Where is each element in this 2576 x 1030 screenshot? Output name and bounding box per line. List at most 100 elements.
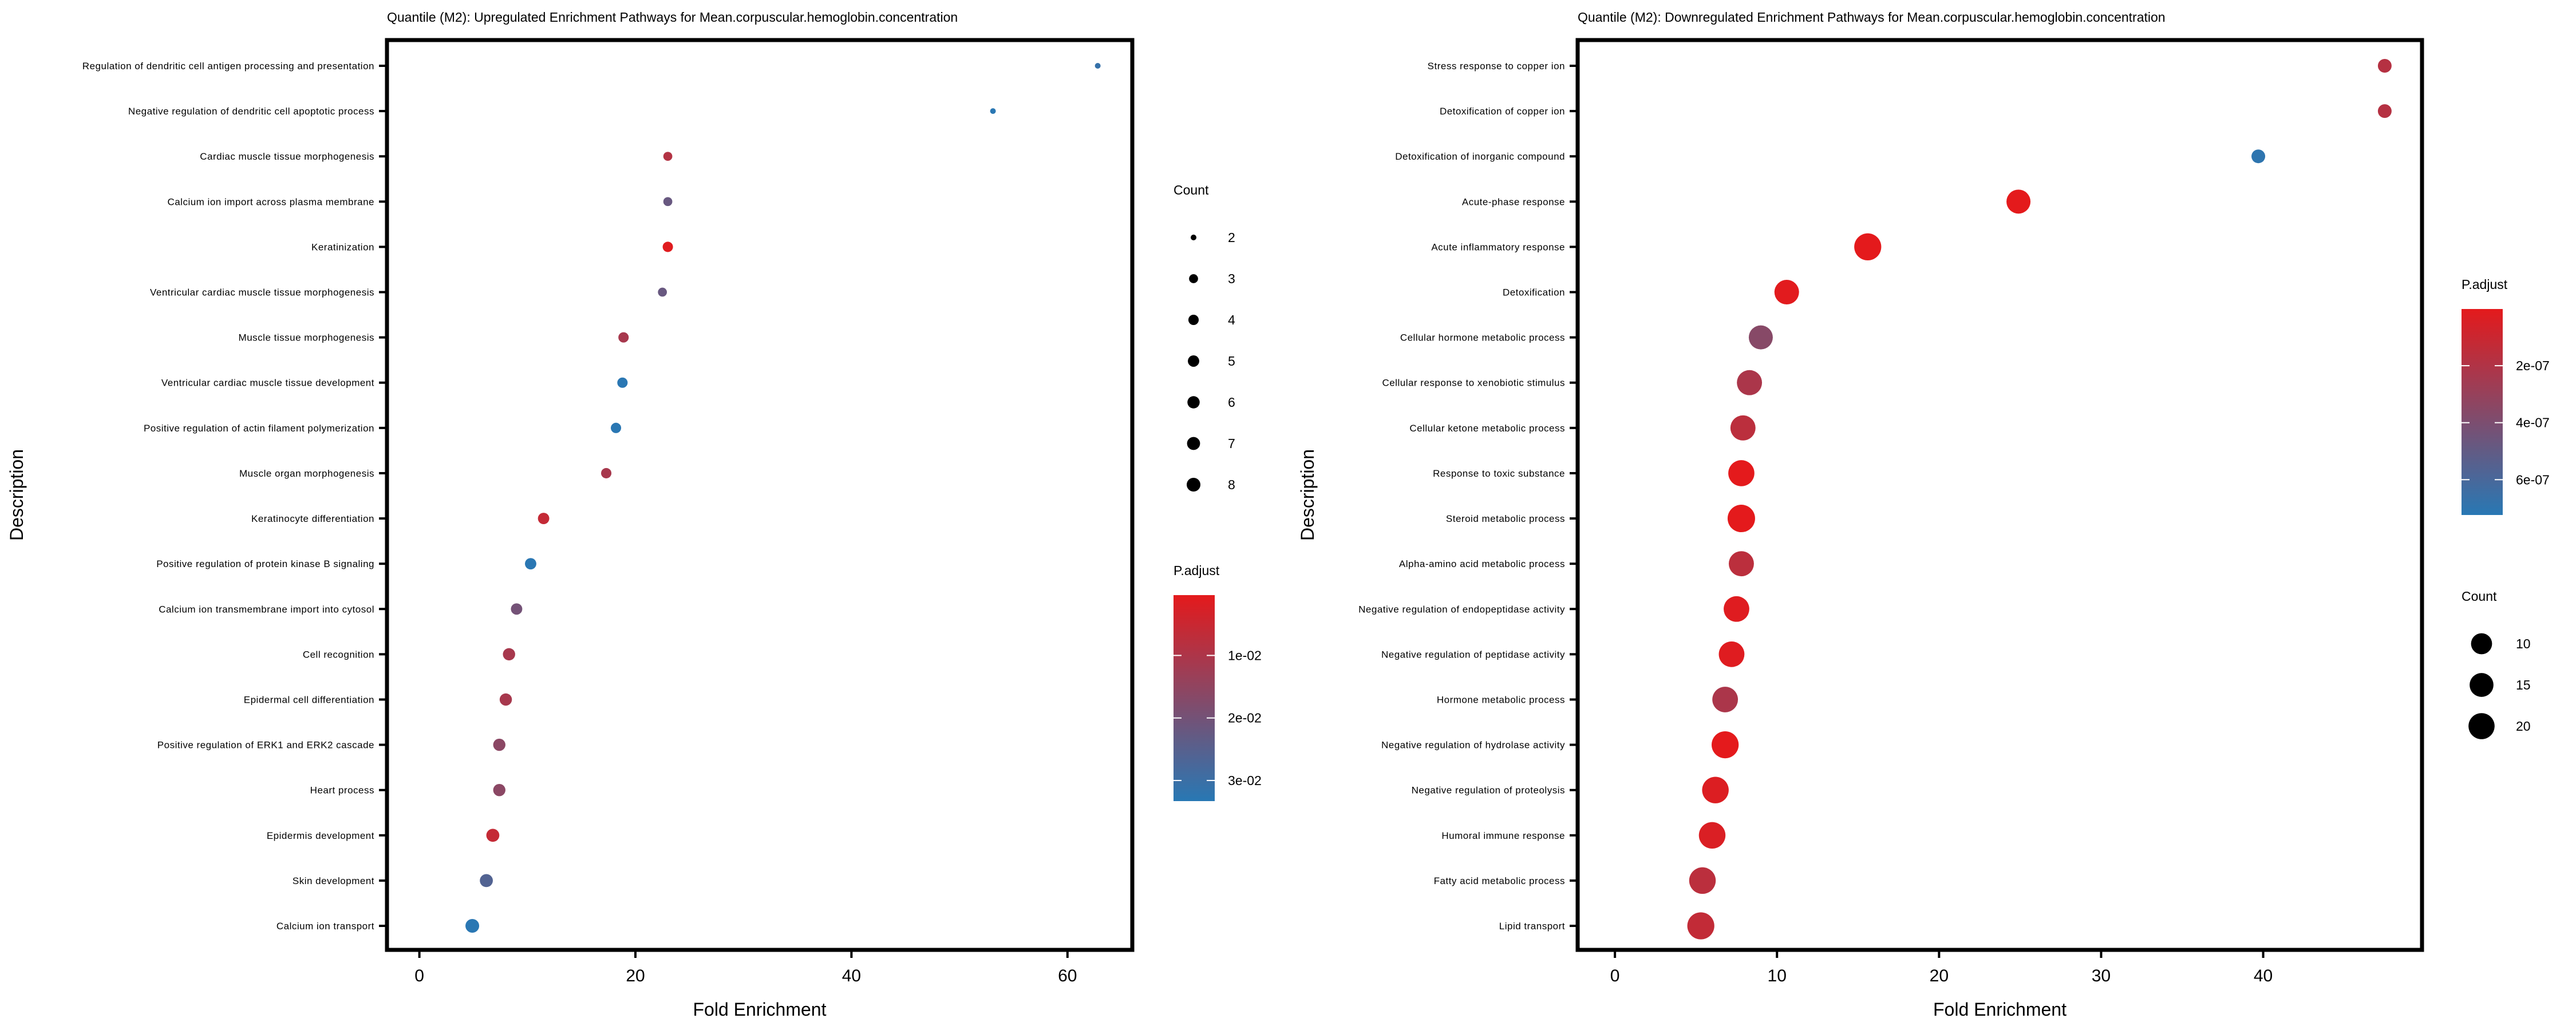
count-legend-marker — [1187, 396, 1200, 409]
data-point — [2006, 189, 2031, 214]
y-tick-label: Cardiac muscle tissue morphogenesis — [200, 151, 374, 162]
data-point — [663, 152, 673, 161]
data-point — [1702, 777, 1729, 803]
y-tick-label: Negative regulation of proteolysis — [1412, 785, 1565, 796]
y-tick-label: Steroid metabolic process — [1446, 513, 1565, 524]
y-tick-label: Cellular hormone metabolic process — [1400, 332, 1565, 343]
data-point — [1748, 325, 1773, 350]
padjust-legend: P.adjust 1e-02 2e-02 3e-02 — [1174, 563, 1262, 801]
y-tick-label: Positive regulation of actin filament po… — [144, 423, 374, 434]
x-axis-title: Fold Enrichment — [693, 999, 827, 1020]
x-tick-label: 60 — [1058, 966, 1077, 985]
data-point — [1737, 370, 1763, 395]
count-legend-label: 2 — [1228, 230, 1235, 245]
count-legend: Count 10 15 20 — [2462, 589, 2531, 739]
chart-panel-downregulated: Quantile (M2): Downregulated Enrichment … — [1297, 10, 2550, 1020]
chart-panel-upregulated: Quantile (M2): Upregulated Enrichment Pa… — [6, 10, 1262, 1020]
y-tick-label: Humoral immune response — [1441, 830, 1565, 841]
data-point — [1698, 822, 1726, 849]
data-point — [480, 874, 493, 888]
y-tick-label: Keratinocyte differentiation — [251, 513, 374, 524]
data-point — [1728, 460, 1755, 486]
colorbar-tick-label: 6e-07 — [2516, 472, 2550, 487]
count-legend-label: 8 — [1228, 477, 1235, 492]
x-tick-label: 10 — [1768, 966, 1787, 985]
y-tick-label: Epidermis development — [267, 830, 374, 841]
y-tick-label: Muscle organ morphogenesis — [239, 468, 374, 479]
count-legend: Count 2 3 4 5 6 7 8 — [1174, 183, 1235, 492]
plot-panel-border — [385, 38, 1135, 952]
data-point — [2377, 104, 2392, 118]
data-point — [499, 693, 512, 706]
y-tick-label: Calcium ion transmembrane import into cy… — [159, 604, 374, 615]
count-legend-label: 4 — [1228, 312, 1235, 327]
x-tick-label: 0 — [414, 966, 424, 985]
count-legend-title: Count — [2462, 589, 2497, 604]
count-legend-marker — [2471, 633, 2492, 655]
x-tick-label: 40 — [842, 966, 861, 985]
x-tick-label: 30 — [2092, 966, 2111, 985]
y-tick-label: Negative regulation of dendritic cell ap… — [128, 106, 374, 117]
data-point — [1728, 551, 1754, 577]
data-point — [538, 513, 550, 525]
x-tick-label: 20 — [1930, 966, 1949, 985]
y-tick-label: Fatty acid metabolic process — [1434, 876, 1565, 886]
count-legend-marker — [1189, 274, 1198, 283]
x-tick-label: 20 — [626, 966, 645, 985]
y-tick-label: Alpha-amino acid metabolic process — [1399, 558, 1565, 569]
data-point — [662, 241, 673, 252]
data-point — [486, 829, 500, 842]
count-legend-marker — [1191, 235, 1196, 240]
data-point — [610, 422, 622, 433]
count-legend-label: 15 — [2516, 678, 2531, 692]
data-point — [1712, 731, 1739, 759]
padjust-legend-title: P.adjust — [2462, 277, 2508, 292]
y-tick-label: Detoxification — [1503, 287, 1565, 298]
y-tick-label: Regulation of dendritic cell antigen pro… — [82, 61, 374, 72]
data-point — [1687, 912, 1714, 940]
count-legend-label: 10 — [2516, 636, 2531, 651]
y-tick-label: Hormone metabolic process — [1437, 694, 1565, 705]
data-point — [493, 783, 505, 797]
count-legend-label: 20 — [2516, 719, 2531, 734]
data-point — [1712, 687, 1739, 712]
y-tick-label: Calcium ion import across plasma membran… — [167, 196, 374, 207]
data-point — [601, 468, 612, 478]
y-tick-label: Positive regulation of ERK1 and ERK2 cas… — [157, 740, 374, 751]
y-tick-label: Heart process — [310, 785, 374, 796]
y-axis-title: Description — [6, 449, 27, 541]
y-tick-label: Acute-phase response — [1462, 196, 1565, 207]
data-point — [1774, 280, 1799, 305]
y-tick-label: Negative regulation of endopeptidase act… — [1358, 604, 1565, 615]
colorbar-tick-label: 3e-02 — [1228, 773, 1262, 788]
count-legend-marker — [2468, 713, 2495, 739]
y-tick-label: Cellular ketone metabolic process — [1409, 423, 1565, 434]
data-point — [1727, 505, 1755, 533]
data-point — [663, 197, 673, 207]
data-point — [525, 558, 536, 570]
data-point — [2377, 59, 2392, 73]
data-point — [2251, 149, 2266, 164]
y-tick-label: Calcium ion transport — [276, 921, 374, 932]
count-legend-title: Count — [1174, 183, 1209, 197]
y-tick-label: Cell recognition — [303, 649, 374, 660]
data-point — [990, 108, 996, 114]
y-tick-label: Acute inflammatory response — [1431, 241, 1565, 252]
padjust-colorbar — [2462, 309, 2503, 515]
data-point — [1854, 233, 1882, 261]
y-tick-label: Cellular response to xenobiotic stimulus — [1382, 378, 1565, 389]
chart-title: Quantile (M2): Downregulated Enrichment … — [1578, 10, 2166, 25]
plot-panel-border — [1575, 38, 2424, 952]
y-tick-label: Negative regulation of peptidase activit… — [1381, 649, 1565, 660]
count-legend-label: 5 — [1228, 354, 1235, 369]
count-legend-marker — [2470, 673, 2494, 697]
colorbar-tick-label: 2e-07 — [2516, 358, 2550, 373]
chart-title: Quantile (M2): Upregulated Enrichment Pa… — [387, 10, 958, 25]
y-axis-title: Description — [1297, 449, 1318, 541]
data-point — [618, 332, 629, 343]
padjust-legend: P.adjust 2e-07 4e-07 6e-07 — [2462, 277, 2550, 515]
data-point — [658, 287, 667, 297]
data-point — [1718, 641, 1745, 667]
colorbar-tick-label: 2e-02 — [1228, 711, 1262, 726]
